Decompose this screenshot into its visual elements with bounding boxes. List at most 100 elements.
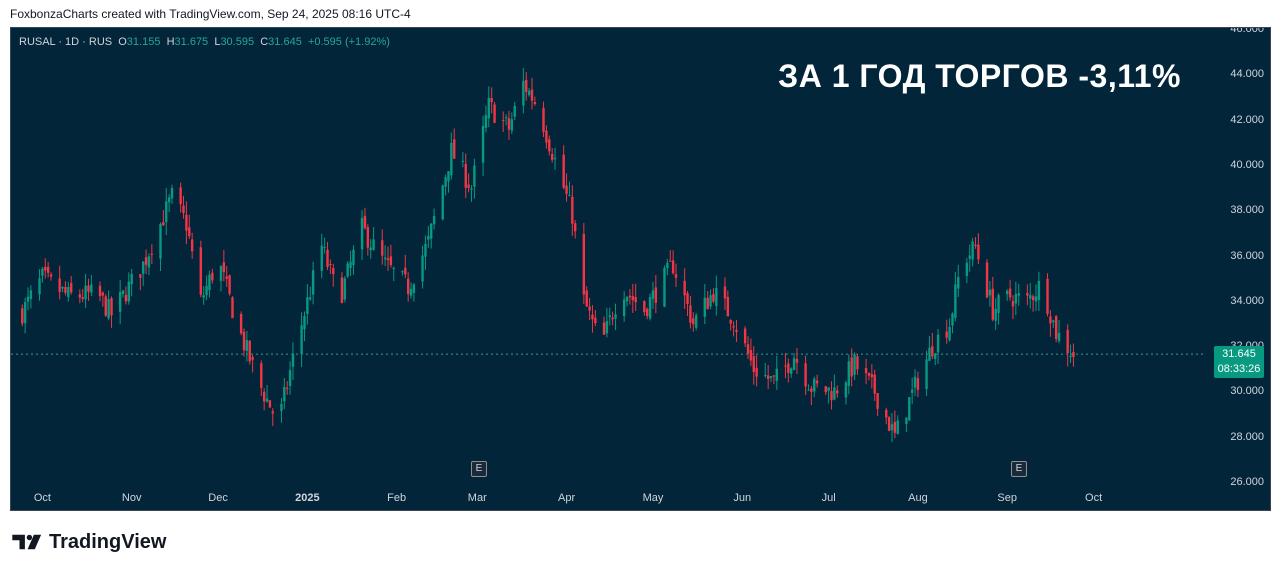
candle-body	[1017, 293, 1020, 296]
tradingview-logo-icon	[12, 534, 42, 550]
candle-body	[242, 331, 246, 351]
candle-body	[90, 284, 93, 293]
candle-body	[588, 306, 591, 311]
candle-body	[772, 375, 776, 377]
candle-body	[856, 356, 859, 370]
candle-body	[864, 368, 868, 374]
candle-body	[527, 90, 531, 96]
candle-body	[792, 358, 796, 371]
candle-body	[343, 278, 346, 300]
candle-body	[101, 292, 105, 296]
candle-body	[542, 108, 545, 132]
candle-body	[303, 316, 306, 330]
candle-body	[755, 367, 758, 377]
candle-body	[309, 297, 312, 300]
bar-countdown: 08:33:26	[1217, 363, 1261, 375]
candle-body	[608, 315, 611, 318]
candle-body	[130, 274, 133, 285]
price-plot[interactable]	[11, 28, 1270, 510]
open-label: O	[118, 36, 127, 48]
candle-body	[795, 358, 799, 363]
candle-body	[1054, 316, 1058, 340]
candle-body	[406, 278, 410, 295]
close-value: 31.645	[268, 36, 302, 48]
candle-body	[752, 356, 755, 372]
candle-body	[706, 297, 709, 310]
candle-body	[409, 288, 413, 296]
price-tick-label: 30.000	[1230, 385, 1264, 398]
candle-body	[507, 118, 511, 130]
candle-body	[41, 268, 44, 276]
time-tick-label: Oct	[33, 492, 51, 504]
last-price-value: 31.645	[1222, 348, 1256, 360]
candle-body	[291, 353, 295, 367]
candle-body	[205, 285, 208, 296]
candle-body	[1037, 280, 1041, 300]
candle-body	[386, 258, 390, 261]
candle-body	[64, 286, 67, 293]
candle-body	[188, 227, 191, 237]
candle-body	[715, 288, 718, 306]
candle-body	[1014, 294, 1018, 304]
candle-body	[87, 285, 90, 292]
candle-body	[571, 196, 574, 224]
change-value: +0.595 (+1.92%)	[307, 36, 390, 48]
open-value: 31.155	[126, 36, 161, 48]
candle-body	[910, 389, 914, 393]
candle-body	[916, 378, 920, 390]
candle-body	[804, 363, 807, 387]
candle-body	[815, 380, 819, 384]
candle-body	[602, 322, 606, 335]
candle-body	[928, 347, 931, 361]
candle-body	[945, 331, 948, 338]
candle-body	[1026, 293, 1029, 296]
candle-body	[142, 261, 145, 274]
candle-body	[352, 249, 355, 266]
time-tick-label: Dec	[208, 492, 228, 504]
candle-body	[260, 363, 263, 388]
time-tick-label: Aug	[908, 492, 928, 504]
earnings-badge[interactable]: E	[471, 461, 487, 477]
candle-body	[582, 234, 586, 295]
candle-body	[1072, 352, 1075, 358]
candle-body	[513, 105, 516, 117]
candle-body	[931, 346, 934, 357]
candle-body	[265, 398, 269, 402]
candle-body	[49, 274, 53, 277]
candle-body	[669, 260, 672, 262]
candle-body	[493, 104, 496, 123]
candle-body	[568, 195, 571, 197]
candle-body	[885, 409, 888, 418]
candle-body	[441, 185, 444, 220]
candle-body	[424, 243, 427, 257]
time-tick-label: Nov	[121, 492, 142, 504]
price-tick-label: 26.000	[1230, 476, 1264, 488]
candle-body	[127, 281, 130, 302]
candle-body	[694, 315, 698, 328]
candle-body	[392, 268, 395, 270]
candle-body	[487, 97, 490, 119]
candle-body	[844, 382, 848, 398]
candle-body	[764, 374, 767, 376]
candle-body	[965, 262, 969, 276]
candle-body	[594, 317, 597, 324]
candle-body	[110, 298, 113, 316]
tradingview-brand[interactable]: TradingView	[12, 530, 166, 554]
candle-body	[262, 391, 266, 402]
candle-body	[890, 424, 894, 431]
candle-body	[70, 283, 73, 293]
candle-body	[251, 357, 254, 360]
candle-body	[320, 245, 323, 271]
candle-body	[170, 187, 174, 199]
candle-body	[553, 157, 557, 160]
earnings-badge[interactable]: E	[1011, 461, 1027, 477]
candle-body	[948, 327, 951, 341]
candle-body	[225, 276, 228, 279]
chart-area[interactable]: RUSAL · 1D · RUS O31.155 H31.675 L30.595…	[10, 27, 1271, 511]
candle-body	[550, 154, 554, 160]
candle-body	[830, 391, 833, 401]
candle-body	[671, 260, 675, 274]
candle-body	[1049, 316, 1052, 324]
candle-body	[326, 249, 329, 267]
candle-body	[118, 292, 122, 312]
